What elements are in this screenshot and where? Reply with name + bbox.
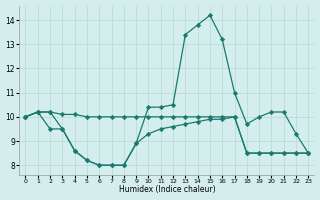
X-axis label: Humidex (Indice chaleur): Humidex (Indice chaleur) <box>119 185 215 194</box>
